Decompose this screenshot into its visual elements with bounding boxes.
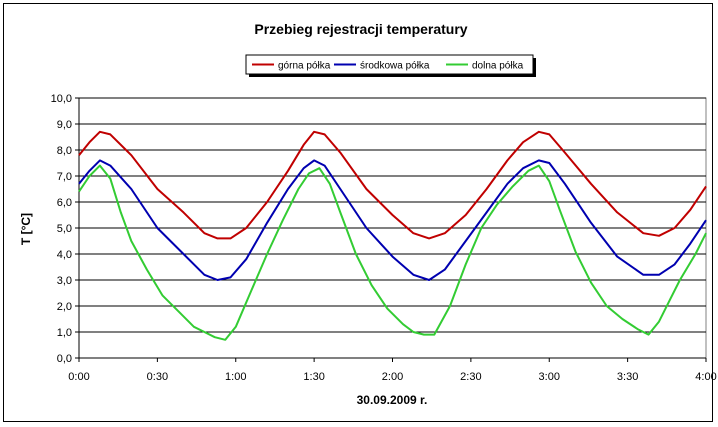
- legend-label: górna półka: [278, 61, 331, 72]
- x-axis-ticks: 0:00 0:30 1:00 1:30 2:00 2:30 3:00 3:30 4:00: [68, 358, 717, 383]
- x-axis-label: 30.09.2009 r.: [357, 393, 428, 407]
- series-group: [78, 130, 707, 341]
- y-axis-ticks: 0,0 1,0 2,0 3,0 4,0 5,0 6,0 7,0 8,0 9,0 10,0: [51, 93, 79, 365]
- y-tick-label: 1,0: [57, 327, 72, 339]
- x-tick-label: 2:30: [460, 371, 481, 383]
- series-line-1: [78, 159, 707, 281]
- x-tick-label: 1:30: [303, 371, 324, 383]
- legend-box: [245, 54, 534, 75]
- x-tick-label: 3:30: [617, 371, 638, 383]
- legend-label: środkowa półka: [360, 61, 430, 72]
- series-line-0: [78, 130, 707, 240]
- x-tick-label: 2:00: [382, 371, 403, 383]
- y-tick-label: 8,0: [57, 145, 72, 157]
- y-tick-label: 0,0: [57, 353, 72, 365]
- y-tick-label: 6,0: [57, 197, 72, 209]
- legend-label: dolna półka: [472, 61, 524, 72]
- y-tick-label: 4,0: [57, 249, 72, 261]
- series-line-2: [78, 164, 707, 341]
- x-tick-label: 3:00: [539, 371, 560, 383]
- y-tick-label: 2,0: [57, 301, 72, 313]
- x-tick-label: 1:00: [225, 371, 246, 383]
- legend: górna półka środkowa półka dolna półka: [245, 54, 536, 77]
- x-tick-label: 0:00: [68, 371, 89, 383]
- grid: [78, 97, 706, 359]
- y-tick-label: 3,0: [57, 275, 72, 287]
- y-tick-label: 5,0: [57, 223, 72, 235]
- chart-title: Przebieg rejestracji temperatury: [254, 21, 467, 37]
- y-axis-label: T [°C]: [19, 213, 33, 245]
- x-tick-label: 0:30: [147, 371, 168, 383]
- x-tick-label: 4:00: [695, 371, 716, 383]
- y-tick-label: 9,0: [57, 119, 72, 131]
- y-tick-label: 7,0: [57, 171, 72, 183]
- y-tick-label: 10,0: [51, 93, 72, 105]
